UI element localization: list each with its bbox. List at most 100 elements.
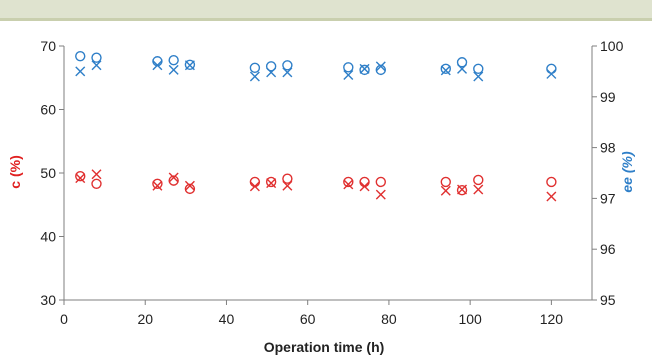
cross-stroke [343,69,354,80]
data-point-ee-circle [343,62,354,73]
cross-stroke [249,181,260,192]
data-point-ee-circle [249,62,261,74]
data-point-conversion-circle [440,176,451,188]
data-point-conversion-circle [282,173,293,184]
cross-stroke [152,180,163,191]
data-point-ee-cross [91,60,102,71]
data-point-conversion-cross [184,180,195,191]
cross-stroke [168,64,179,75]
cross-stroke [546,191,557,202]
cross-stroke [75,173,86,184]
y-left-tick-label: 30 [40,292,56,308]
data-point-ee-cross [359,63,370,74]
data-point-ee-cross [343,69,354,80]
data-point-conversion-circle [184,183,196,195]
data-point-ee-cross [440,65,451,76]
data-point-ee-circle [473,63,484,75]
data-point-ee-cross [168,64,179,75]
data-point-ee-cross [375,61,386,72]
cross-stroke [168,172,179,183]
data-point-ee-cross [152,60,163,71]
data-point-ee-circle [440,63,451,75]
x-tick-label: 120 [540,311,564,327]
data-point-conversion-cross [152,180,163,191]
data-point-conversion-cross [375,189,386,200]
data-point-conversion-cross [91,169,102,180]
y-right-tick-label: 98 [600,140,616,156]
cross-stroke [91,169,102,180]
data-point-ee-circle [91,52,102,63]
data-point-conversion-cross [75,173,86,184]
data-point-ee-circle [546,63,557,75]
data-point-ee-circle [359,64,370,76]
data-point-ee-circle [265,61,277,72]
data-point-conversion-circle [456,184,468,196]
cross-stroke [152,60,163,71]
data-point-conversion-cross [457,184,468,195]
data-point-conversion-circle [75,170,86,182]
cross-stroke [266,178,277,189]
y-left-tick-label: 40 [40,229,56,245]
data-point-ee-cross [184,60,195,71]
data-point-conversion-circle [91,178,102,189]
y-left-tick-label: 70 [40,38,56,54]
data-point-ee-cross [282,67,293,78]
x-tick-label: 20 [137,311,153,327]
data-point-ee-cross [266,67,277,78]
y-right-tick-label: 100 [600,38,624,54]
data-point-conversion-cross [440,185,451,196]
cross-stroke [282,180,293,191]
data-point-ee-cross [473,71,484,82]
top-band-line [0,18,652,21]
cross-stroke [546,68,557,79]
cross-stroke [359,181,370,192]
data-point-conversion-circle [546,176,557,188]
data-point-conversion-circle [152,178,163,189]
x-tick-label: 100 [458,311,482,327]
data-point-conversion-circle [249,176,261,188]
cross-stroke [266,67,277,78]
data-point-ee-cross [546,68,557,79]
x-tick-label: 40 [219,311,235,327]
cross-stroke [359,63,370,74]
data-point-ee-circle [168,55,179,66]
y-right-tick-label: 95 [600,292,616,308]
data-point-conversion-cross [359,181,370,192]
top-band [0,0,652,18]
y-right-axis-label: ee (%) [619,151,635,193]
y-right-tick-label: 96 [600,241,616,257]
y-left-axis-label: c (%) [7,155,23,188]
data-point-conversion-cross [546,191,557,202]
data-point-conversion-circle [375,176,386,188]
data-point-conversion-circle [473,174,484,186]
cross-stroke [91,60,102,71]
data-point-conversion-circle [265,176,277,188]
data-point-conversion-cross [473,184,484,195]
data-point-ee-circle [184,59,196,70]
x-axis-label: Operation time (h) [264,339,385,355]
cross-stroke [375,61,386,72]
data-point-ee-cross [75,66,86,77]
cross-stroke [440,185,451,196]
axes: 0 20 40 60 80 100 120 30 40 50 60 70 95 96 97 98 99 100 [40,38,623,327]
cross-stroke [343,179,354,190]
y-right-tick-label: 97 [600,190,616,206]
cross-stroke [184,180,195,191]
cross-stroke [457,63,468,74]
data-point-ee-circle [456,57,468,68]
cross-stroke [249,71,260,82]
data-point-conversion-cross [266,178,277,189]
x-tick-label: 60 [300,311,316,327]
data-point-conversion-circle [168,175,179,186]
cross-stroke [440,65,451,76]
data-point-ee-cross [249,71,260,82]
data-point-conversion-cross [168,172,179,183]
cross-stroke [375,189,386,200]
cross-stroke [282,67,293,78]
cross-stroke [473,71,484,82]
cross-stroke [75,66,86,77]
data-point-ee-circle [282,60,293,71]
cross-stroke [184,60,195,71]
data-point-conversion-cross [282,180,293,191]
